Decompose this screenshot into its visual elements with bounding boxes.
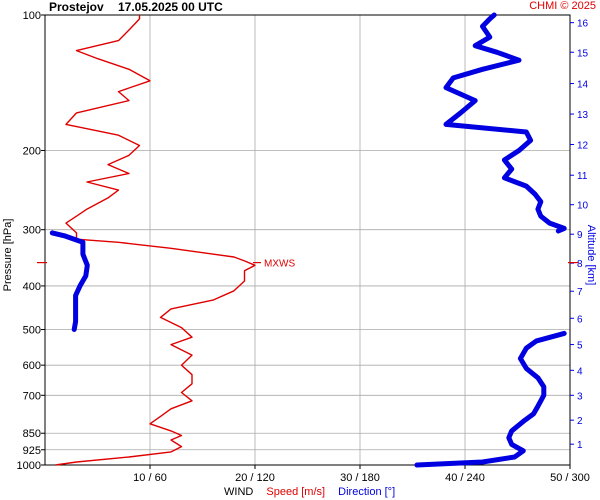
x-axis-label: WIND Speed [m/s] Direction [°] bbox=[224, 486, 395, 498]
x-label-direction: Direction [°] bbox=[338, 486, 395, 498]
altitude-tick-label: 5 bbox=[577, 341, 583, 352]
altitude-tick-label: 10 bbox=[577, 201, 589, 212]
altitude-tick-label: 4 bbox=[577, 366, 583, 377]
x-label-wind: WIND bbox=[224, 486, 253, 498]
mxws-label: MXWS bbox=[264, 259, 295, 270]
pressure-tick-label: 200 bbox=[23, 145, 41, 157]
copyright-text: CHMI © 2025 bbox=[529, 0, 596, 12]
pressure-tick-label: 850 bbox=[23, 428, 41, 440]
pressure-tick-label: 100 bbox=[23, 10, 41, 22]
speed-series-line bbox=[55, 15, 256, 466]
x-label-speed: Speed [m/s] bbox=[266, 486, 325, 498]
annotations: MXWS bbox=[37, 259, 578, 270]
pressure-tick-label: 300 bbox=[23, 225, 41, 237]
pressure-tick-label: 700 bbox=[23, 390, 41, 402]
altitude-tick-label: 9 bbox=[577, 230, 583, 241]
direction-series-line bbox=[414, 330, 567, 468]
altitude-tick-label: 7 bbox=[577, 287, 583, 298]
plot-area-frame bbox=[44, 14, 571, 466]
altitude-tick-label: 3 bbox=[577, 391, 583, 402]
wind-tick-label: 50 / 300 bbox=[550, 472, 590, 484]
wind-tick-label: 10 / 60 bbox=[133, 472, 167, 484]
altitude-tick-label: 11 bbox=[577, 171, 588, 182]
altitude-tick-label: 2 bbox=[577, 416, 583, 427]
altitude-tick-label: 6 bbox=[577, 314, 583, 325]
pressure-tick-label: 600 bbox=[23, 360, 41, 372]
altitude-tick-label: 8 bbox=[577, 259, 583, 270]
pressure-tick-label: 400 bbox=[23, 281, 41, 293]
grid-lines bbox=[45, 14, 571, 465]
altitude-tick-label: 14 bbox=[577, 80, 589, 91]
y-axis-label: Pressure [hPa] bbox=[2, 219, 14, 292]
pressure-tick-label: 925 bbox=[23, 445, 41, 457]
pressure-tick-label: 500 bbox=[23, 325, 41, 337]
y2-axis-label: Altitude [km] bbox=[585, 225, 597, 286]
station-name: Prostejov bbox=[49, 0, 104, 14]
sounding-datetime: 17.05.2025 00 UTC bbox=[118, 0, 223, 14]
altitude-tick-label: 16 bbox=[577, 19, 589, 30]
pressure-axis: 100 200 300 400 500 600 700 850 925 1000 bbox=[17, 10, 45, 472]
series-layer bbox=[49, 12, 567, 468]
wind-tick-label: 30 / 180 bbox=[340, 472, 380, 484]
wind-tick-label: 40 / 240 bbox=[445, 472, 485, 484]
wind-tick-label: 20 / 120 bbox=[235, 472, 275, 484]
altitude-tick-label: 15 bbox=[577, 48, 589, 59]
pressure-tick-label: 1000 bbox=[17, 460, 41, 472]
direction-series-line bbox=[49, 230, 90, 332]
wind-axis: 10 / 60 20 / 120 30 / 180 40 / 240 50 / 300 bbox=[133, 465, 590, 484]
altitude-tick-label: 1 bbox=[577, 440, 583, 451]
direction-series-line bbox=[443, 12, 567, 234]
altitude-tick-label: 12 bbox=[577, 141, 589, 152]
altitude-tick-label: 13 bbox=[577, 110, 589, 121]
